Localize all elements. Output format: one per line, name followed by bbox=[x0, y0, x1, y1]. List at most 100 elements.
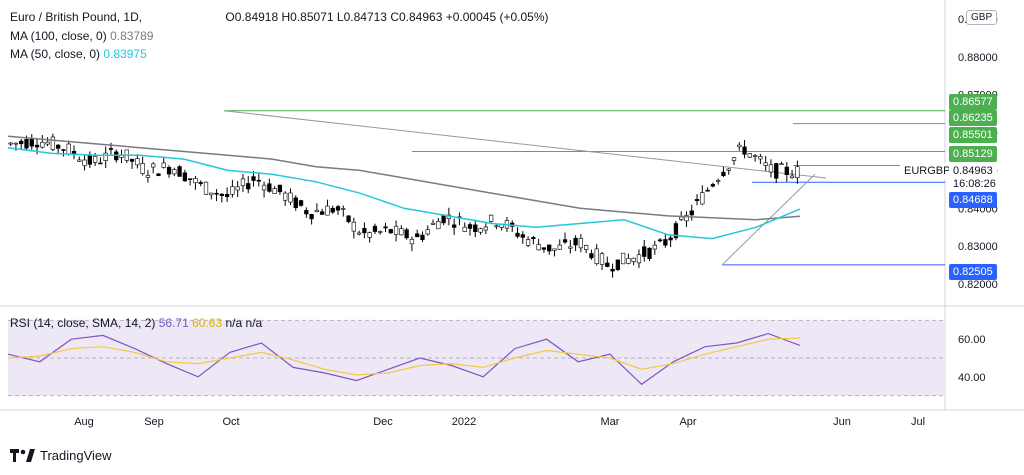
high-label: H bbox=[281, 10, 291, 24]
currency-badge[interactable]: GBP bbox=[966, 10, 998, 25]
rsi-sma-line bbox=[7, 337, 801, 376]
candle-body bbox=[647, 247, 652, 259]
candle-body bbox=[156, 173, 161, 177]
rsi-label: RSI (14, close, SMA, 14, 2) bbox=[10, 316, 156, 330]
candle-body bbox=[309, 214, 314, 220]
candle-body bbox=[467, 224, 473, 229]
candle-body bbox=[525, 239, 531, 246]
candle-body bbox=[784, 166, 789, 176]
candle-body bbox=[610, 268, 615, 272]
candle-body bbox=[378, 231, 383, 233]
candle-body bbox=[19, 140, 24, 145]
symbol-name: Euro / British Pound, 1D, bbox=[10, 10, 143, 24]
candle-body bbox=[599, 253, 605, 265]
candle-body bbox=[66, 143, 71, 155]
rsi-legend[interactable]: RSI (14, close, SMA, 14, 2) 56.71 60.63 … bbox=[10, 316, 262, 330]
candle-body bbox=[541, 247, 547, 250]
candle-body bbox=[536, 244, 541, 251]
candle-body bbox=[367, 232, 372, 238]
candle-body bbox=[673, 223, 679, 239]
level-label-6: 0.82505 bbox=[949, 264, 997, 280]
candle-body bbox=[557, 244, 562, 250]
candle-body bbox=[657, 239, 663, 242]
ma100-legend[interactable]: MA (100, close, 0) 0.83789 bbox=[10, 29, 153, 43]
candle-body bbox=[520, 234, 525, 238]
time-tick-label: Mar bbox=[601, 416, 620, 428]
rsi-tick-label: 40.00 bbox=[958, 372, 986, 384]
candle-body bbox=[731, 157, 737, 161]
candle-body bbox=[77, 159, 82, 162]
candle-body bbox=[763, 162, 768, 166]
ma50-legend[interactable]: MA (50, close, 0) 0.83975 bbox=[10, 47, 147, 61]
time-tick-label: 2022 bbox=[452, 416, 476, 428]
candle-body bbox=[768, 164, 774, 173]
candle-body bbox=[663, 239, 668, 246]
rsi-value: 56.71 bbox=[158, 316, 189, 330]
candle-body bbox=[103, 152, 108, 161]
candle-body bbox=[246, 183, 251, 190]
candle-body bbox=[129, 158, 135, 162]
candle-body bbox=[267, 183, 272, 192]
candle-body bbox=[668, 237, 673, 241]
candle-body bbox=[694, 199, 700, 202]
candle-body bbox=[710, 184, 716, 187]
level-label-2: 0.86235 bbox=[949, 110, 997, 126]
ma100-value: 0.83789 bbox=[110, 29, 154, 43]
candle-body bbox=[314, 209, 320, 212]
candle-body bbox=[531, 237, 536, 240]
candle-body bbox=[737, 144, 742, 148]
candle-body bbox=[452, 224, 457, 228]
candle-body bbox=[341, 208, 346, 210]
level-label-5: 0.84688 bbox=[949, 192, 997, 208]
candle-body bbox=[415, 233, 420, 238]
time-tick-label: Oct bbox=[222, 416, 239, 428]
level-label-3: 0.85501 bbox=[949, 127, 997, 143]
countdown-label: 16:08:26 bbox=[949, 176, 1000, 192]
time-tick-label: Jul bbox=[911, 416, 925, 428]
candle-body bbox=[166, 167, 172, 175]
candle-body bbox=[420, 234, 425, 240]
candle-body bbox=[636, 254, 642, 264]
candle-body bbox=[631, 257, 636, 262]
candle-body bbox=[473, 224, 478, 232]
candle-body bbox=[684, 215, 689, 222]
close-value: 0.84963 bbox=[399, 10, 443, 24]
candle-body bbox=[230, 186, 235, 195]
candle-body bbox=[40, 141, 45, 148]
ma100-label: MA (100, close, 0) bbox=[10, 29, 107, 43]
candle-body bbox=[135, 158, 140, 166]
candle-body bbox=[441, 214, 446, 224]
price-tick-label: 0.83000 bbox=[958, 241, 998, 253]
open-label: O bbox=[225, 10, 235, 24]
candle-body bbox=[108, 148, 114, 150]
candle-body bbox=[578, 238, 584, 249]
candle-body bbox=[774, 163, 779, 179]
candle-body bbox=[172, 169, 177, 175]
candle-body bbox=[283, 192, 288, 201]
candle-body bbox=[235, 186, 240, 191]
candle-body bbox=[494, 225, 499, 228]
footer-brand[interactable]: TradingView bbox=[10, 448, 112, 463]
candle-body bbox=[620, 252, 626, 265]
candle-body bbox=[388, 229, 393, 234]
time-tick-label: Dec bbox=[373, 416, 393, 428]
candle-body bbox=[298, 200, 304, 206]
tradingview-logo-icon bbox=[10, 449, 35, 462]
candle-body bbox=[198, 182, 203, 184]
candle-body bbox=[589, 253, 594, 259]
header-ohlc: Euro / British Pound, 1D, O0.84918 H0.85… bbox=[10, 10, 548, 24]
candle-body bbox=[409, 238, 415, 245]
candle-body bbox=[320, 211, 325, 215]
candle-body bbox=[652, 244, 657, 250]
candle-body bbox=[425, 229, 430, 235]
rsi-sma-value: 60.63 bbox=[192, 316, 223, 330]
candle-body bbox=[24, 139, 29, 149]
candle-body bbox=[547, 244, 552, 252]
candle-body bbox=[356, 232, 362, 235]
candle-body bbox=[330, 207, 335, 213]
candle-body bbox=[393, 225, 399, 235]
candle-body bbox=[240, 178, 246, 186]
candle-body bbox=[700, 192, 705, 205]
candle-body bbox=[584, 245, 589, 250]
